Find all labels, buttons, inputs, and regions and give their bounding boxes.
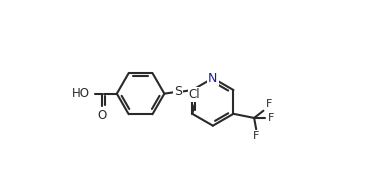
Text: Cl: Cl [189,88,200,101]
Text: F: F [253,131,259,141]
Text: N: N [208,72,218,85]
Text: S: S [174,85,182,98]
Text: F: F [268,113,274,123]
Text: HO: HO [71,87,90,100]
Text: F: F [266,99,272,109]
Text: O: O [98,109,107,122]
